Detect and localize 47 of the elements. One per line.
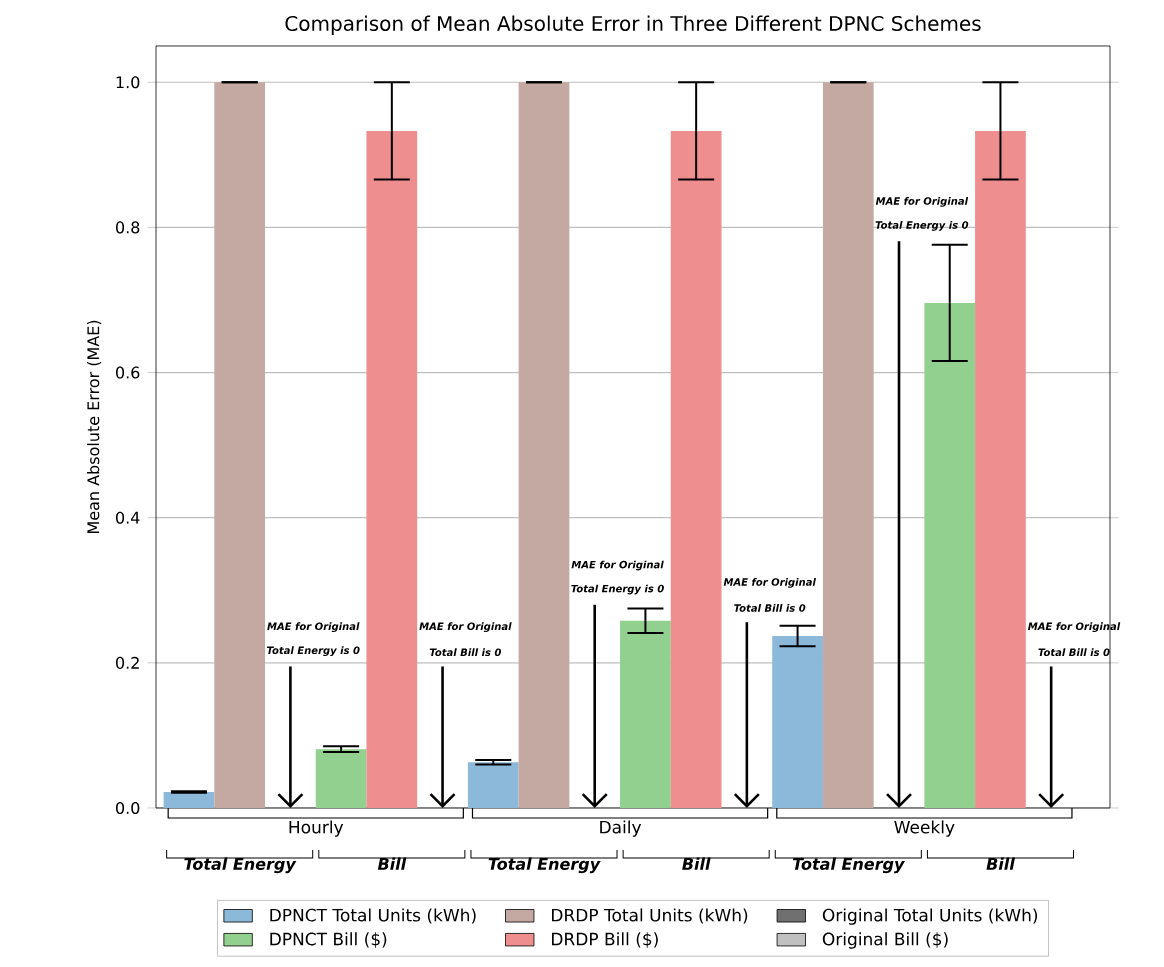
bar xyxy=(822,82,874,808)
bar xyxy=(924,302,976,808)
text: Hourly xyxy=(289,820,344,837)
legend-label: Original Bill ($) xyxy=(822,932,948,949)
y-tick-label: 1.0 xyxy=(116,76,140,89)
bar xyxy=(772,635,823,808)
x-tick-label: Total Energy xyxy=(792,857,905,874)
bar xyxy=(366,130,418,808)
bar xyxy=(214,82,266,808)
bar xyxy=(975,130,1026,808)
bar xyxy=(670,130,722,808)
legend-label: DRDP Bill ($) xyxy=(552,932,658,948)
legend-label: DPNCT Total Units (kWh) xyxy=(270,908,476,924)
bar xyxy=(518,82,570,808)
annotation: Total Bill is 0 xyxy=(734,604,806,612)
text: Weekly xyxy=(894,820,955,837)
annotation: MAE for Original xyxy=(1028,622,1121,633)
x-tick-label: Bill xyxy=(682,857,711,870)
x-tick-label: Total Energy xyxy=(184,857,297,874)
y-tick-label: 0.8 xyxy=(116,221,140,234)
bar xyxy=(467,762,519,808)
y-tick-label: 0.0 xyxy=(116,801,140,815)
bar xyxy=(163,792,215,808)
annotation: MAE for Original xyxy=(419,622,512,633)
legend-label: DPNCT Bill ($) xyxy=(270,932,387,948)
annotation: Total Energy is 0 xyxy=(875,221,969,231)
y-tick-label: 0.4 xyxy=(116,511,140,524)
bar xyxy=(315,749,367,808)
annotation: MAE for Original xyxy=(267,622,360,633)
x-tick-label: Bill xyxy=(986,857,1015,870)
annotation: MAE for Original xyxy=(875,197,969,207)
bar xyxy=(620,620,671,808)
legend-label: Original Total Units (kWh) xyxy=(822,908,1038,925)
annotation: Total Energy is 0 xyxy=(571,584,664,595)
annotation: Total Bill is 0 xyxy=(429,648,502,657)
x-tick-label: Bill xyxy=(377,857,407,870)
text: Daily xyxy=(600,820,642,837)
y-axis-title: Mean Absolute Error (MAE) xyxy=(86,320,102,533)
annotation: MAE for Original xyxy=(723,578,816,588)
legend-label: DRDP Total Units (kWh) xyxy=(552,908,748,924)
annotation: Total Energy is 0 xyxy=(266,646,360,657)
y-tick-label: 0.6 xyxy=(116,366,140,379)
annotation: MAE for Original xyxy=(571,560,664,571)
chart-title: Comparison of Mean Absolute Error in Three Different DPNC Schemes xyxy=(285,15,981,35)
x-tick-label: Total Energy xyxy=(488,857,601,874)
y-tick-label: 0.2 xyxy=(116,656,139,669)
annotation: Total Bill is 0 xyxy=(1038,648,1110,657)
